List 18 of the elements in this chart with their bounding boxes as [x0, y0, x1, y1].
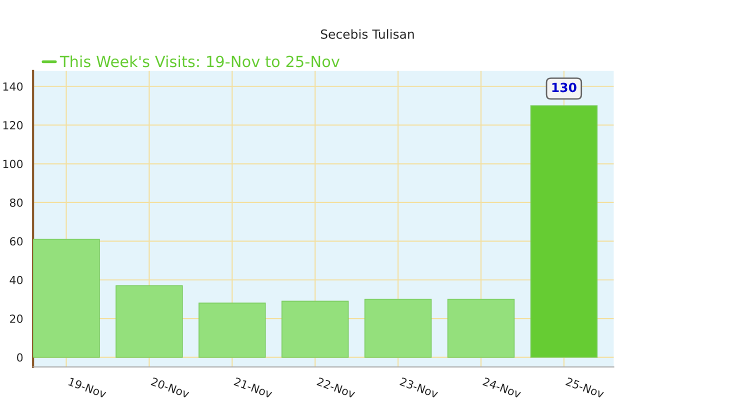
- bar: [530, 105, 598, 358]
- bar: [116, 285, 183, 358]
- bar: [447, 298, 515, 358]
- bar: [33, 238, 100, 358]
- y-tick-label: 80: [10, 198, 23, 207]
- y-tick-label: 140: [3, 82, 23, 91]
- data-label: 130: [552, 82, 576, 92]
- bar: [282, 300, 349, 358]
- y-tick-label: 40: [10, 276, 23, 284]
- y-tick-label: 60: [10, 237, 23, 246]
- bar: [364, 298, 432, 358]
- y-tick-label: 0: [17, 353, 23, 362]
- chart-title: Secebis Tulisan: [320, 29, 414, 39]
- bar: [198, 302, 266, 358]
- y-tick-label: 20: [10, 314, 23, 323]
- y-tick-label: 120: [3, 121, 23, 130]
- y-tick-label: 100: [3, 160, 23, 168]
- legend-label: This Week's Visits: 19-Nov to 25-Nov: [60, 55, 340, 68]
